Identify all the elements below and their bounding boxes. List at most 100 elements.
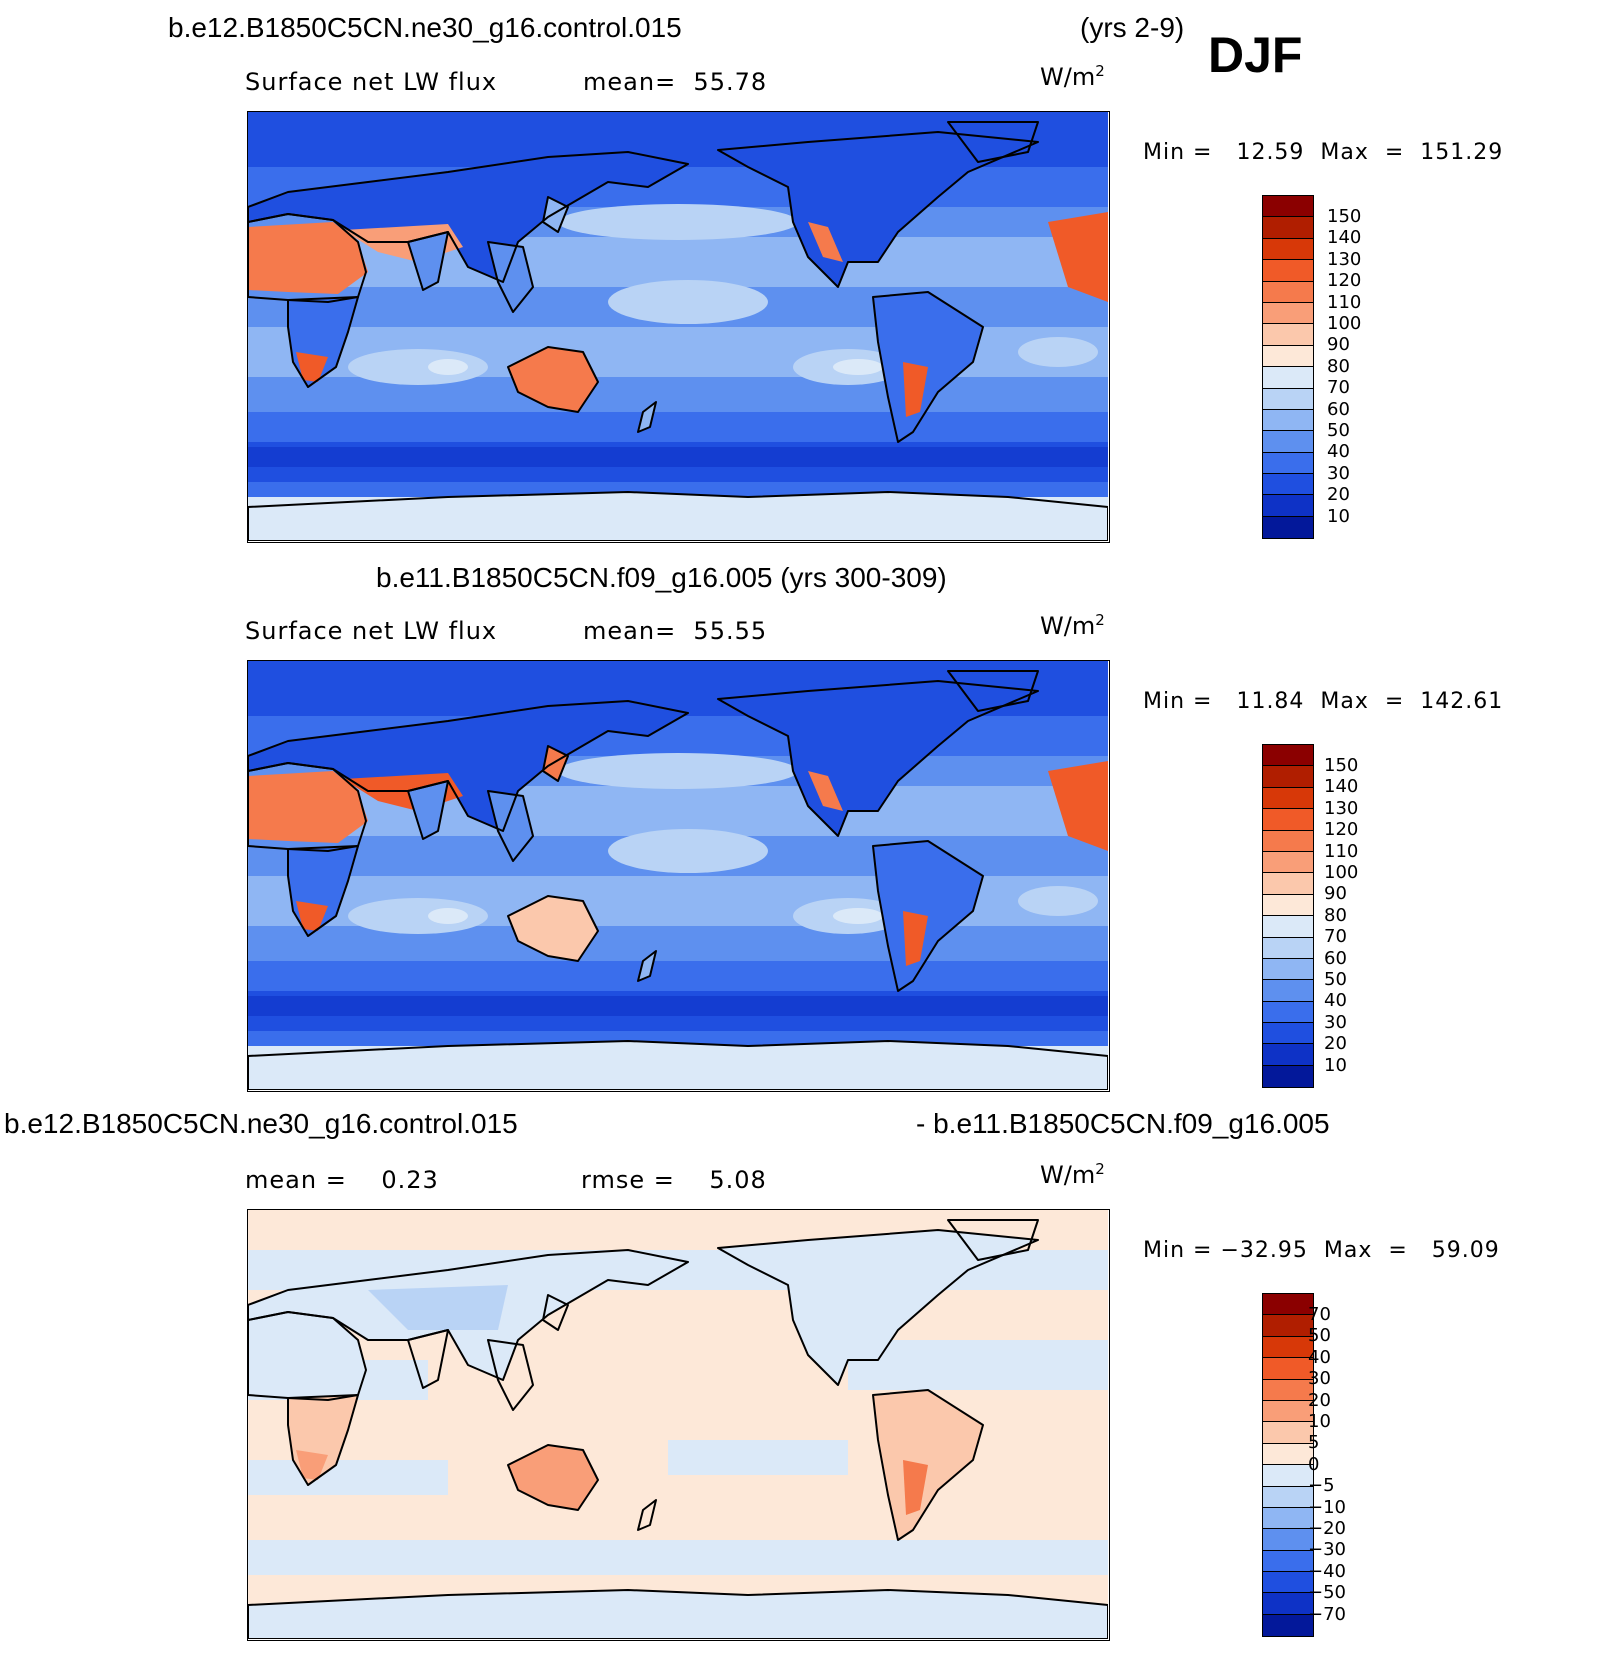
colorbar-tick-label: 10 — [1308, 1411, 1331, 1433]
colorbar-swatch — [1263, 937, 1313, 959]
panel1-colorbar — [1262, 195, 1314, 540]
colorbar-swatch — [1263, 474, 1313, 496]
coastline — [637, 1499, 657, 1531]
colorbar-swatch — [1263, 1507, 1313, 1530]
colorbar-tick-label: 90 — [1327, 334, 1350, 356]
coastline — [542, 1294, 569, 1331]
coastline — [287, 296, 359, 388]
colorbar-swatch — [1263, 367, 1313, 389]
panel3-mean-label: mean = 0.23 — [245, 1166, 439, 1194]
colorbar-tick-label: −10 — [1308, 1496, 1346, 1518]
colorbar-swatch — [1263, 1044, 1313, 1066]
coastline — [947, 1219, 1039, 1261]
coastline — [507, 346, 599, 413]
colorbar-tick-label: 110 — [1327, 291, 1362, 313]
season-label: DJF — [1208, 27, 1303, 83]
colorbar-swatch — [1263, 452, 1313, 475]
panel1-mean-label: mean= 55.78 — [583, 68, 768, 96]
panel3-units: W/m2 — [1040, 1160, 1105, 1189]
colorbar-tick-label: 100 — [1324, 862, 1359, 884]
colorbar-swatch — [1263, 1400, 1313, 1423]
colorbar-tick-label: 120 — [1327, 270, 1362, 292]
colorbar-tick-label: 130 — [1327, 248, 1362, 270]
coastline — [507, 895, 599, 962]
colorbar-swatch — [1263, 1065, 1313, 1088]
colorbar-swatch — [1263, 1593, 1313, 1615]
coastline — [407, 780, 449, 840]
colorbar-tick-label: 70 — [1324, 926, 1347, 948]
colorbar-tick-label: 40 — [1327, 441, 1350, 463]
panel2-colorbar — [1262, 744, 1314, 1089]
colorbar-swatch — [1263, 495, 1313, 517]
panel1-variable-label: Surface net LW flux — [245, 68, 498, 96]
colorbar-tick-label: 60 — [1324, 947, 1347, 969]
coastline — [947, 121, 1039, 163]
colorbar-tick-label: 80 — [1327, 355, 1350, 377]
coastline — [248, 1249, 689, 1381]
coastline — [248, 151, 689, 283]
coastline — [507, 1444, 599, 1511]
coastline — [717, 1229, 1039, 1386]
colorbar-swatch — [1263, 516, 1313, 539]
colorbar-swatch — [1263, 980, 1313, 1002]
colorbar-swatch — [1263, 830, 1313, 852]
colorbar-swatch — [1263, 260, 1313, 282]
colorbar-swatch — [1263, 1614, 1313, 1637]
colorbar-tick-label: −30 — [1308, 1539, 1346, 1561]
colorbar-tick-label: 50 — [1324, 969, 1347, 991]
colorbar-swatch — [1263, 345, 1313, 368]
colorbar-swatch — [1263, 809, 1313, 831]
colorbar-swatch — [1263, 196, 1313, 218]
colorbar-tick-label: 20 — [1327, 484, 1350, 506]
colorbar-tick-label: 10 — [1324, 1054, 1347, 1076]
colorbar-swatch — [1263, 1486, 1313, 1508]
coastline — [487, 790, 534, 862]
coastline — [407, 231, 449, 291]
coastline — [872, 840, 984, 992]
panel2-map — [247, 660, 1110, 1092]
colorbar-tick-label: 70 — [1327, 377, 1350, 399]
panel1-units: W/m2 — [1040, 62, 1105, 91]
coastline — [248, 1040, 1108, 1090]
colorbar-tick-label: 40 — [1324, 990, 1347, 1012]
panel2-title: b.e11.B1850C5CN.f09_g16.005 (yrs 300-309… — [376, 562, 947, 593]
colorbar-tick-label: 150 — [1324, 755, 1359, 776]
colorbar-tick-label: 5 — [1308, 1432, 1320, 1454]
colorbar-tick-label: 150 — [1327, 206, 1362, 227]
coastline — [248, 1589, 1108, 1639]
colorbar-swatch — [1263, 1315, 1313, 1337]
panel2-colorbar-labels: 150 140 130 120 110 100 90 80 70 60 50 40 30 20 10 — [1324, 755, 1358, 1076]
colorbar-swatch — [1263, 873, 1313, 895]
colorbar-tick-label: 60 — [1327, 398, 1350, 420]
panel1-minmax: Min = 12.59 Max = 151.29 — [1143, 140, 1504, 165]
colorbar-swatch — [1263, 958, 1313, 981]
panel3-rmse-label: rmse = 5.08 — [581, 1166, 767, 1194]
colorbar-tick-label: 20 — [1324, 1033, 1347, 1055]
colorbar-swatch — [1263, 1336, 1313, 1359]
panel2-variable-label: Surface net LW flux — [245, 617, 498, 645]
panel2-units: W/m2 — [1040, 611, 1105, 640]
colorbar-swatch — [1263, 787, 1313, 810]
colorbar-tick-label: 40 — [1308, 1346, 1331, 1368]
colorbar-tick-label: −20 — [1308, 1518, 1346, 1540]
colorbar-tick-label: 100 — [1327, 313, 1362, 335]
panel2-minmax: Min = 11.84 Max = 142.61 — [1143, 689, 1504, 714]
colorbar-swatch — [1263, 1550, 1313, 1573]
coastline — [872, 291, 984, 443]
colorbar-swatch — [1263, 1422, 1313, 1444]
coastline — [872, 1389, 984, 1541]
colorbar-tick-label: 30 — [1327, 462, 1350, 484]
colorbar-tick-label: 140 — [1324, 776, 1359, 798]
coastline — [637, 401, 657, 433]
panel3-minmax: Min = −32.95 Max = 59.09 — [1143, 1238, 1500, 1263]
colorbar-swatch — [1263, 238, 1313, 261]
panel3-title-right: - b.e11.B1850C5CN.f09_g16.005 — [916, 1108, 1330, 1139]
colorbar-swatch — [1263, 388, 1313, 410]
colorbar-swatch — [1263, 1465, 1313, 1487]
panel3-map — [247, 1209, 1110, 1641]
colorbar-tick-label: −50 — [1308, 1582, 1346, 1604]
colorbar-tick-label: 80 — [1324, 904, 1347, 926]
colorbar-swatch — [1263, 1572, 1313, 1594]
colorbar-tick-label: 50 — [1327, 420, 1350, 442]
coastline — [248, 700, 689, 832]
